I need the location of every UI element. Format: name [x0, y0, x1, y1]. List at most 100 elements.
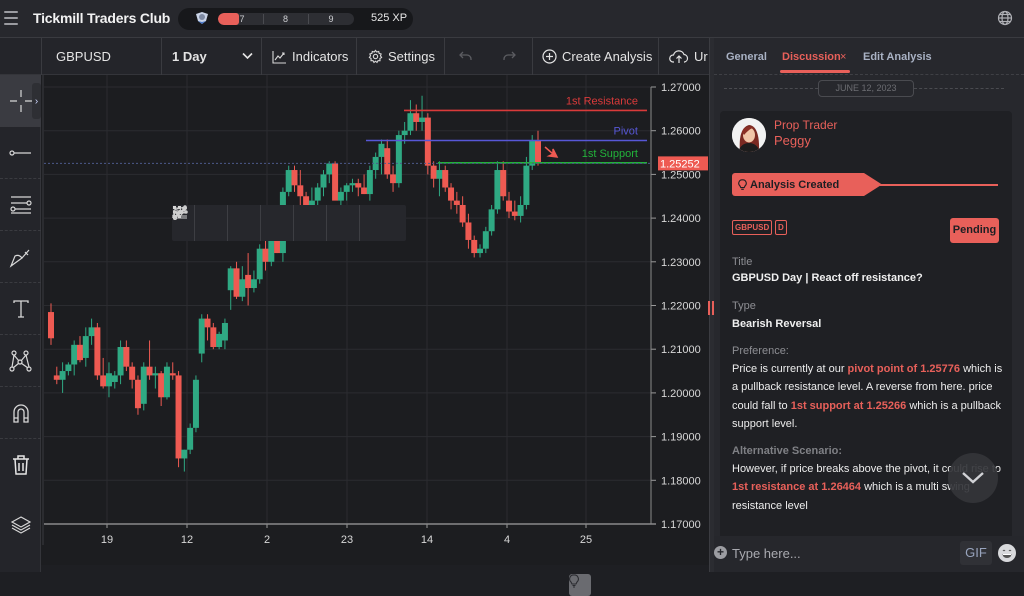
- message-input[interactable]: [732, 544, 952, 562]
- ray-tool-button[interactable]: [172, 205, 227, 241]
- pitchfork-tool-button[interactable]: [173, 205, 392, 241]
- svg-text:1.26000: 1.26000: [661, 126, 701, 138]
- upload-button[interactable]: Ur: [658, 38, 710, 75]
- scroll-to-bottom-button[interactable]: [948, 453, 998, 503]
- side-tabs: General Discussion × Edit Analysis: [714, 38, 1024, 75]
- tab-edit-analysis[interactable]: Edit Analysis: [863, 51, 932, 63]
- brush-tool[interactable]: [0, 231, 41, 283]
- crosshair-tool[interactable]: ›: [0, 75, 41, 127]
- active-tab-indicator: [780, 70, 850, 73]
- text-icon: [12, 299, 29, 318]
- create-analysis-button[interactable]: Create Analysis: [532, 38, 658, 75]
- create-analysis-label: Create Analysis: [562, 49, 653, 64]
- analysis-type: Bearish Reversal: [732, 318, 822, 330]
- preference-label: Preference:: [732, 345, 789, 357]
- svg-text:1.27000: 1.27000: [661, 82, 701, 94]
- gif-button[interactable]: GIF: [960, 541, 992, 565]
- symbol-selector[interactable]: GBPUSD: [41, 38, 161, 75]
- menu-icon[interactable]: [4, 11, 18, 25]
- svg-text:1.20000: 1.20000: [661, 388, 701, 400]
- svg-text:25: 25: [580, 534, 592, 546]
- fib-fan-tool-button[interactable]: [173, 205, 293, 241]
- pattern-icon: [8, 349, 32, 372]
- cloud-upload-icon: [669, 50, 689, 63]
- svg-text:2: 2: [264, 534, 270, 546]
- emoji-icon[interactable]: [998, 544, 1016, 562]
- xp-level: 8: [282, 14, 288, 24]
- svg-text:19: 19: [101, 534, 113, 546]
- chart-line-icon: [272, 50, 286, 64]
- pitchfork-icon: [173, 206, 187, 220]
- globe-icon[interactable]: [997, 10, 1013, 26]
- brush-icon: [9, 249, 29, 268]
- analysis-title: GBPUSD Day | React off resistance?: [732, 272, 923, 284]
- history-controls: [444, 38, 532, 75]
- drawing-tools-sidebar: ›: [0, 75, 41, 572]
- type-label: Type: [732, 300, 756, 312]
- close-tab-icon[interactable]: ×: [840, 51, 847, 63]
- pending-status-button[interactable]: Pending: [950, 218, 999, 243]
- expand-tools-button[interactable]: ›: [32, 83, 41, 119]
- svg-text:12: 12: [181, 534, 193, 546]
- xp-fill: [218, 13, 239, 25]
- svg-text:1.25252: 1.25252: [660, 158, 700, 170]
- resize-handle-icon[interactable]: [707, 301, 715, 315]
- indicators-label: Indicators: [292, 49, 349, 64]
- layers-tool[interactable]: [0, 499, 41, 551]
- pattern-tool[interactable]: [0, 335, 41, 387]
- xp-level: 9: [328, 14, 334, 24]
- price-chart[interactable]: 1.27000 1.26000 1.25000 1.24000 1.23000 1.220…: [41, 75, 709, 596]
- magnet-tool[interactable]: [0, 387, 41, 439]
- magnet-icon: [12, 403, 29, 423]
- xp-level: 7: [239, 14, 245, 24]
- segment-tool-button[interactable]: [173, 205, 359, 241]
- upload-label: Ur: [694, 49, 708, 64]
- rank-badge-icon: [196, 12, 208, 24]
- app-title: Tickmill Traders Club: [33, 10, 171, 26]
- author-role: Prop Trader: [774, 118, 838, 132]
- timeframe-tag: D: [775, 220, 787, 235]
- preference-text: Price is currently at our pivot point of…: [732, 363, 1003, 430]
- fib-lines-icon: [9, 195, 32, 214]
- title-label: Title: [732, 256, 753, 268]
- timeframe-label: 1 Day: [172, 49, 207, 64]
- layers-icon: [10, 516, 31, 534]
- avatar[interactable]: [732, 118, 766, 152]
- trendline-icon: [8, 149, 31, 156]
- xp-progress: 7 8 9 525 XP: [178, 8, 413, 30]
- date-divider: JUNE 12, 2023: [720, 78, 1012, 98]
- svg-text:1st Support: 1st Support: [582, 148, 638, 160]
- symbol-label: GBPUSD: [56, 49, 111, 64]
- parallel-lines-tool-button[interactable]: [172, 205, 260, 241]
- author-name[interactable]: Peggy: [774, 133, 811, 148]
- timeframe-dropdown[interactable]: 1 Day: [161, 38, 261, 75]
- settings-button[interactable]: Settings: [356, 38, 444, 75]
- analysis-post: Prop Trader Peggy Analysis Created GBPUS…: [720, 111, 1012, 566]
- xp-total: 525 XP: [371, 12, 408, 24]
- gear-icon: [368, 49, 383, 64]
- alternative-text: However, if price breaks above the pivot…: [732, 463, 1002, 512]
- symbol-tag: GBPUSD: [732, 220, 773, 235]
- idea-button[interactable]: [569, 574, 591, 596]
- svg-text:1.25000: 1.25000: [661, 169, 701, 181]
- candlestick-chart[interactable]: 1.27000 1.26000 1.25000 1.24000 1.23000 1.220…: [41, 75, 709, 565]
- top-bar: Tickmill Traders Club 7 8 9 525 XP: [0, 0, 1024, 38]
- brush-tool-button[interactable]: [172, 205, 326, 241]
- lightbulb-icon: [738, 178, 747, 190]
- delete-drawings-button[interactable]: [0, 439, 41, 491]
- trendline-tool[interactable]: [0, 127, 41, 179]
- drawing-toolbar: [172, 205, 406, 241]
- undo-icon[interactable]: [459, 51, 473, 61]
- fib-lines-tool[interactable]: [0, 179, 41, 231]
- redo-icon[interactable]: [502, 51, 516, 61]
- tab-discussion[interactable]: Discussion: [782, 51, 841, 63]
- tab-general[interactable]: General: [726, 51, 767, 63]
- crosshair-icon: [9, 89, 32, 112]
- svg-text:1.23000: 1.23000: [661, 257, 701, 269]
- plus-circle-icon: [542, 49, 557, 64]
- settings-label: Settings: [388, 49, 435, 64]
- add-attachment-icon[interactable]: +: [714, 546, 727, 559]
- text-tool[interactable]: [0, 283, 41, 335]
- indicators-button[interactable]: Indicators: [261, 38, 356, 75]
- svg-text:1.19000: 1.19000: [661, 432, 701, 444]
